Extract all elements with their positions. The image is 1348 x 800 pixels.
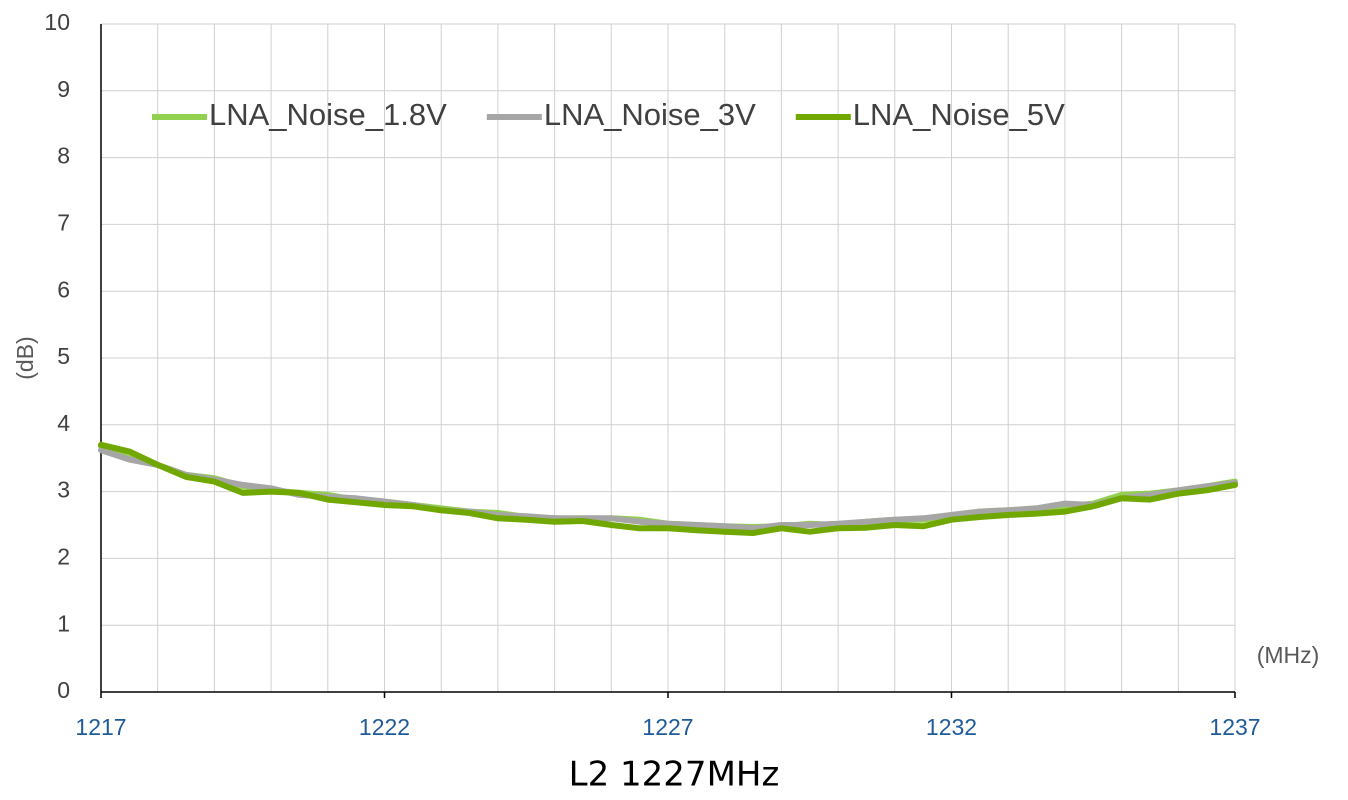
x-tick-label: 1227 xyxy=(642,714,693,740)
y-tick-label: 8 xyxy=(57,143,70,169)
x-tick-label: 1232 xyxy=(926,714,977,740)
y-tick-label: 0 xyxy=(57,677,70,703)
y-tick-label: 3 xyxy=(57,477,70,503)
y-tick-label: 6 xyxy=(57,276,70,302)
x-tick-label: 1237 xyxy=(1209,714,1260,740)
y-axis-label: (dB) xyxy=(12,336,38,379)
series-line xyxy=(98,441,1238,536)
x-tick-label: 1217 xyxy=(75,714,126,740)
x-tick-label: 1222 xyxy=(359,714,410,740)
y-tick-label: 4 xyxy=(57,410,70,436)
legend-label: LNA_Noise_5V xyxy=(853,97,1065,132)
legend-label: LNA_Noise_1.8V xyxy=(209,97,447,132)
y-tick-label: 9 xyxy=(57,76,70,102)
x-axis-label: (MHz) xyxy=(1257,642,1320,668)
y-tick-label: 2 xyxy=(57,543,70,569)
y-tick-label: 1 xyxy=(57,610,70,636)
chart-title: L2 1227MHz xyxy=(569,755,780,795)
y-tick-label: 7 xyxy=(57,209,70,235)
y-tick-label: 5 xyxy=(57,343,70,369)
y-tick-label: 10 xyxy=(44,9,70,35)
legend-label: LNA_Noise_3V xyxy=(544,97,756,132)
